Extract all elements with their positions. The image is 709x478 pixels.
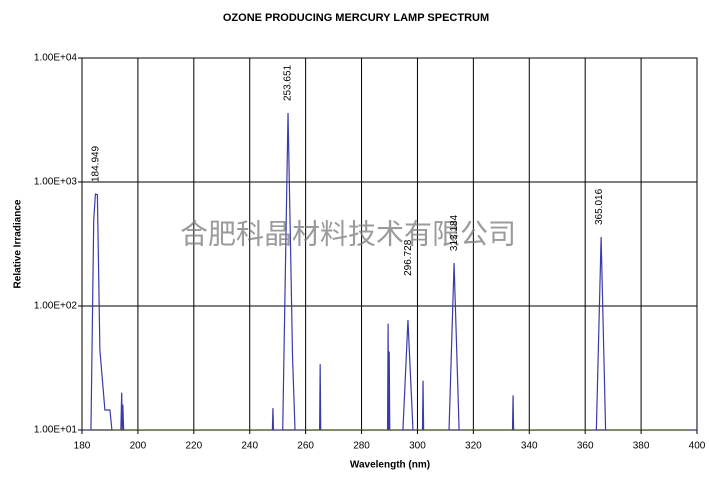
peak-label: 253.651: [283, 64, 294, 101]
x-tick-label: 340: [521, 441, 538, 452]
x-tick-label: 200: [130, 441, 147, 452]
y-tick-label: 1.00E+02: [34, 301, 78, 312]
y-tick-label: 1.00E+04: [34, 53, 78, 64]
x-tick-label: 400: [689, 441, 706, 452]
x-tick-label: 320: [465, 441, 482, 452]
x-tick-label: 300: [409, 441, 426, 452]
spectrum-line: [82, 113, 697, 430]
x-tick-label: 180: [74, 441, 91, 452]
x-tick-label: 280: [353, 441, 370, 452]
x-tick-label: 240: [241, 441, 258, 452]
x-tick-label: 360: [577, 441, 594, 452]
watermark: 合肥科晶材料技术有限公司: [180, 218, 516, 251]
peak-label: 296.728: [403, 239, 414, 276]
y-axis-label: Relative Irradiance: [13, 199, 24, 288]
peak-label: 365.016: [594, 188, 605, 225]
y-tick-label: 1.00E+01: [34, 425, 78, 436]
y-tick-label: 1.00E+03: [34, 177, 78, 188]
x-axis-label: Wavelength (nm): [350, 460, 430, 471]
x-tick-label: 220: [185, 441, 202, 452]
x-tick-label: 380: [633, 441, 650, 452]
chart-title: OZONE PRODUCING MERCURY LAMP SPECTRUM: [223, 12, 489, 24]
x-tick-label: 260: [297, 441, 314, 452]
peak-label: 313.184: [449, 214, 460, 251]
peak-label: 184.949: [90, 145, 101, 182]
